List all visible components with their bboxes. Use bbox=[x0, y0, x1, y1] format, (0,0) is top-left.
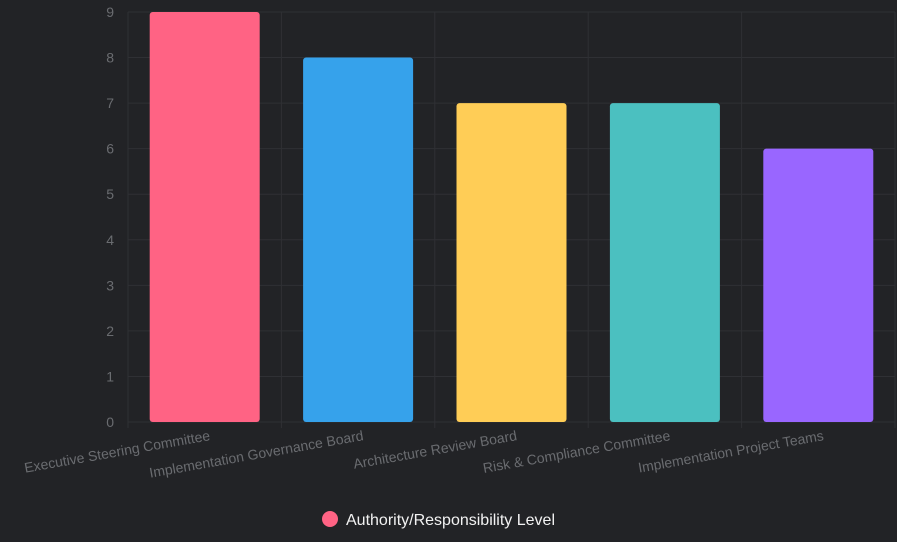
y-axis-ticks: 0 1 2 3 4 5 6 7 8 9 bbox=[106, 4, 114, 430]
y-tick-label: 6 bbox=[106, 141, 114, 157]
legend[interactable]: Authority/Responsibility Level bbox=[322, 511, 555, 529]
y-tick-label: 8 bbox=[106, 50, 114, 66]
x-axis-labels: Executive Steering CommitteeImplementati… bbox=[23, 427, 825, 480]
y-tick-label: 4 bbox=[106, 232, 114, 248]
bar[interactable] bbox=[609, 103, 720, 422]
y-tick-label: 1 bbox=[106, 368, 114, 384]
legend-swatch-icon bbox=[322, 511, 338, 527]
bar[interactable] bbox=[456, 103, 567, 422]
y-tick-label: 2 bbox=[106, 323, 114, 339]
legend-label: Authority/Responsibility Level bbox=[346, 512, 555, 529]
y-tick-label: 9 bbox=[106, 4, 114, 20]
bar[interactable] bbox=[149, 12, 260, 422]
y-tick-label: 3 bbox=[106, 277, 114, 293]
bar[interactable] bbox=[303, 57, 414, 423]
bars bbox=[149, 12, 874, 423]
y-tick-label: 7 bbox=[106, 95, 114, 111]
y-tick-label: 5 bbox=[106, 186, 114, 202]
bar[interactable] bbox=[763, 148, 874, 422]
y-tick-label: 0 bbox=[106, 414, 114, 430]
